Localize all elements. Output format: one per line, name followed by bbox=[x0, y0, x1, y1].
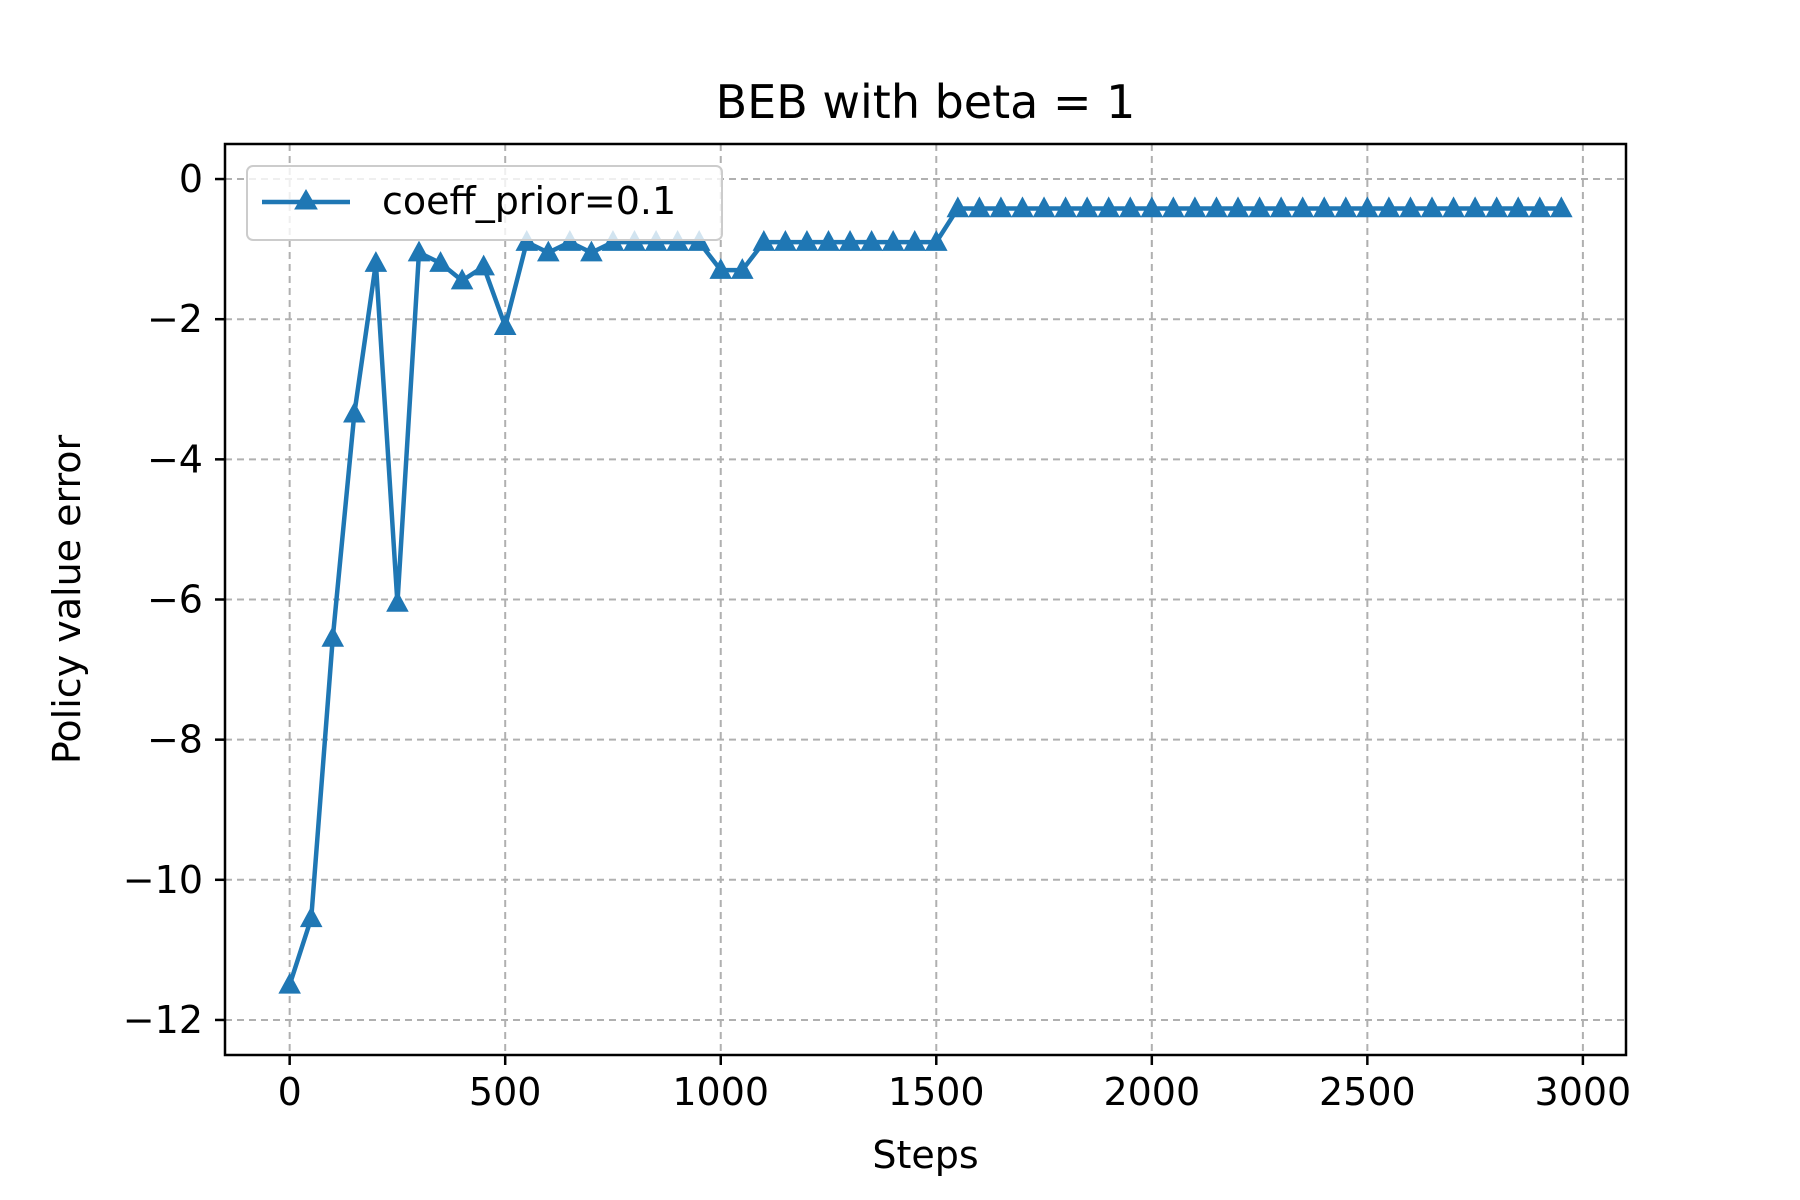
data-point-marker bbox=[1118, 196, 1142, 218]
data-point-marker bbox=[1011, 196, 1034, 218]
data-point-marker bbox=[1399, 196, 1422, 218]
x-axis-ticks: 0 500 1000 1500 2000 2500 3000 bbox=[278, 1055, 1632, 1114]
data-point-marker bbox=[924, 230, 948, 251]
y-tick-label: −6 bbox=[147, 578, 203, 622]
x-axis-label: Steps bbox=[872, 1133, 978, 1177]
data-point-marker bbox=[321, 625, 345, 647]
data-point-marker bbox=[278, 972, 301, 994]
x-tick-label: 3000 bbox=[1535, 1070, 1632, 1114]
data-point-marker bbox=[1075, 196, 1099, 218]
y-tick-label: −2 bbox=[147, 297, 203, 341]
series-line bbox=[287, 206, 1564, 988]
data-point-marker bbox=[1442, 196, 1465, 218]
data-point-marker bbox=[1291, 196, 1314, 218]
y-axis-label: Policy value error bbox=[45, 435, 89, 765]
data-point-marker bbox=[1032, 196, 1056, 218]
legend-label: coeff_prior=0.1 bbox=[382, 179, 676, 223]
legend-triangle-marker bbox=[294, 189, 318, 210]
data-point-marker bbox=[450, 268, 474, 290]
data-point-marker bbox=[1463, 196, 1487, 218]
data-point-marker bbox=[580, 240, 603, 262]
data-point-marker bbox=[472, 254, 495, 276]
data-point-marker bbox=[1485, 196, 1508, 218]
data-point-marker bbox=[752, 230, 776, 251]
data-point-marker bbox=[817, 230, 840, 251]
data-point-marker bbox=[343, 401, 366, 423]
data-point-marker bbox=[1356, 196, 1379, 218]
data-point-marker bbox=[537, 240, 560, 262]
x-tick-label: 500 bbox=[469, 1070, 542, 1114]
y-tick-label: −10 bbox=[123, 858, 203, 902]
data-point-marker bbox=[1269, 196, 1293, 218]
grid-layer bbox=[225, 144, 1626, 1055]
data-point-marker bbox=[1312, 196, 1336, 218]
x-tick-label: 1000 bbox=[672, 1070, 769, 1114]
data-point-marker bbox=[860, 230, 883, 251]
data-point-marker bbox=[1183, 196, 1207, 218]
x-tick-label: 1500 bbox=[888, 1070, 985, 1114]
y-tick-label: 0 bbox=[179, 157, 203, 201]
data-point-marker bbox=[1334, 196, 1358, 218]
legend-box bbox=[246, 165, 723, 241]
y-axis-ticks: 0 −2 −4 −6 −8 −10 −12 bbox=[123, 157, 225, 1042]
data-point-marker bbox=[1226, 196, 1250, 218]
series-layer bbox=[278, 196, 1573, 994]
data-point-marker bbox=[968, 196, 991, 218]
data-point-marker bbox=[1248, 196, 1271, 218]
legend: coeff_prior=0.1 bbox=[246, 165, 723, 241]
x-tick-label: 2000 bbox=[1103, 1070, 1200, 1114]
data-point-marker bbox=[1205, 196, 1228, 218]
data-point-marker bbox=[1550, 196, 1573, 218]
data-point-marker bbox=[299, 906, 323, 928]
x-tick-label: 0 bbox=[278, 1070, 302, 1114]
data-point-marker bbox=[429, 251, 452, 272]
data-point-marker bbox=[731, 258, 754, 279]
data-point-marker bbox=[364, 251, 388, 272]
data-point-marker bbox=[989, 196, 1013, 218]
y-tick-label: −8 bbox=[147, 718, 203, 762]
data-point-marker bbox=[386, 590, 409, 612]
x-tick-label: 2500 bbox=[1319, 1070, 1416, 1114]
data-point-marker bbox=[493, 314, 517, 335]
data-point-marker bbox=[1054, 196, 1077, 218]
data-point-marker bbox=[838, 230, 862, 251]
data-point-marker bbox=[946, 196, 970, 218]
data-point-marker bbox=[1506, 196, 1530, 218]
data-point-marker bbox=[1528, 196, 1552, 218]
chart-title: BEB with beta = 1 bbox=[716, 75, 1136, 129]
data-point-marker bbox=[774, 230, 797, 251]
data-point-marker bbox=[407, 240, 431, 262]
data-point-marker bbox=[1377, 196, 1401, 218]
data-point-marker bbox=[1420, 196, 1444, 218]
data-point-marker bbox=[795, 230, 819, 251]
data-point-marker bbox=[1140, 196, 1164, 218]
data-point-marker bbox=[709, 258, 733, 279]
data-point-marker bbox=[881, 230, 905, 251]
data-point-marker bbox=[903, 230, 927, 251]
data-point-marker bbox=[1162, 196, 1185, 218]
y-tick-label: −12 bbox=[123, 998, 203, 1042]
y-tick-label: −4 bbox=[147, 437, 203, 481]
data-point-marker bbox=[1097, 196, 1121, 218]
